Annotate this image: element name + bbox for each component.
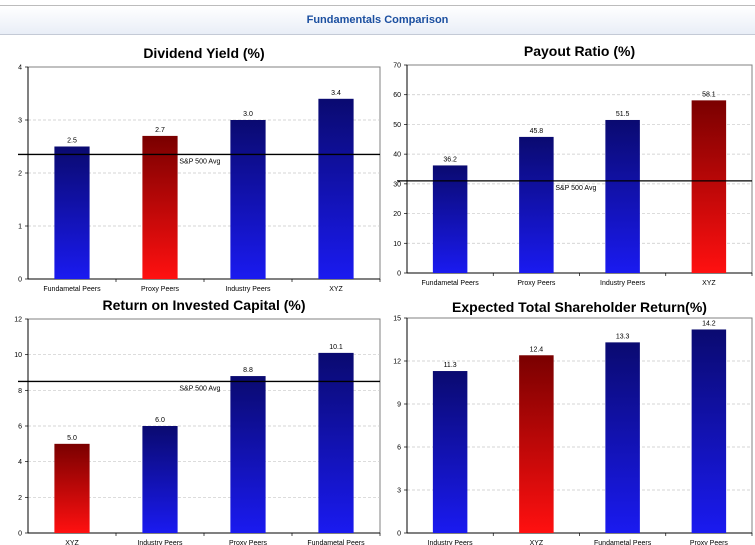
y-tick-label: 1 [18,224,22,231]
data-label: 5.0 [67,435,77,442]
chart-title: Payout Ratio (%) [524,43,635,59]
bar-fundametal-peers [605,342,640,533]
chart-title: Dividend Yield (%) [143,45,264,61]
data-label: 3.4 [331,90,341,97]
roic-chart: Return on Invested Capital (%) 0 2 4 6 8 10 12 5… [14,297,381,545]
y-tick-label: 60 [393,92,401,99]
chart-title: Return on Invested Capital (%) [102,297,305,313]
y-tick-label: 10 [393,241,401,248]
y-tick-label: 40 [393,152,401,159]
y-tick-label: 12 [393,359,401,366]
y-tick-label: 15 [393,316,401,323]
category-label: XYZ [702,280,716,287]
data-label: 13.3 [616,333,630,340]
category-label: Industry Peers [428,540,474,545]
y-tick-label: 4 [18,459,22,466]
data-label: 8.8 [243,367,253,374]
bar-industry-peers [230,120,266,279]
report-header: Fundamentals Comparison [0,6,755,35]
category-label: Proxy Peers [690,540,729,545]
y-tick-label: 70 [393,63,401,70]
bar-proxy-peers [230,376,266,533]
data-label: 2.7 [155,127,165,134]
category-label: Proxy Peers [517,280,556,287]
category-label: XYZ [329,286,343,293]
category-label: Industry Peers [600,280,646,287]
y-tick-label: 0 [18,277,22,284]
bar-fundametal-peers [318,352,354,533]
bar-industry-peers [142,426,178,533]
category-label: Fundametal Peers [307,540,365,545]
y-tick-label: 50 [393,122,401,129]
y-tick-label: 9 [397,402,401,409]
dividend-yield-chart: Dividend Yield (%) 0 1 2 3 4 2.5 Fundametal Pee… [18,45,381,293]
y-tick-label: 2 [18,171,22,178]
bar-fundametal-peers [54,146,90,279]
report-title: Fundamentals Comparison [306,14,449,26]
bar-xyz [54,443,90,533]
category-label: Fundametal Peers [422,280,480,287]
y-tick-label: 6 [397,445,401,452]
category-label: Fundametal Peers [594,540,652,545]
bar-proxy-peers [519,136,554,273]
bar-xyz [691,100,727,273]
data-label: 58.1 [702,91,716,98]
bar-industry-peers [432,371,468,533]
category-label: XYZ [530,540,544,545]
bar-fundametal-peers [432,165,468,273]
category-label: Industry Peers [225,286,271,293]
y-tick-label: 8 [18,388,22,395]
y-tick-label: 3 [397,488,401,495]
bar-proxy-peers [142,135,178,279]
category-label: Fundametal Peers [43,286,101,293]
data-label: 2.5 [67,138,77,145]
data-label: 11.3 [444,362,457,369]
bar-industry-peers [605,119,640,273]
bar-xyz [318,98,354,279]
category-label: Industry Peers [137,540,183,545]
data-label: 12.4 [530,346,544,353]
payout-ratio-chart: Payout Ratio (%) 0 10 20 30 40 50 60 70 36.2 Funda… [393,43,753,287]
y-tick-label: 6 [18,424,22,431]
expected-tsr-chart: Expected Total Shareholder Return(%) 0 3 6 9… [393,299,753,545]
y-tick-label: 0 [397,531,401,538]
y-tick-label: 12 [14,317,22,324]
data-label: 10.1 [329,344,343,351]
data-label: 3.0 [243,111,253,118]
y-tick-label: 10 [14,352,22,359]
data-label: 36.2 [443,156,457,163]
y-tick-label: 30 [393,181,401,188]
sp500-avg-label: S&P 500 Avg [179,385,220,392]
chart-title: Expected Total Shareholder Return(%) [452,299,707,315]
y-tick-label: 0 [18,531,22,538]
data-label: 51.5 [616,111,630,118]
window-top-edge [0,0,755,6]
data-label: 45.8 [530,128,544,135]
data-label: 14.2 [702,320,716,327]
y-tick-label: 4 [18,65,22,72]
y-tick-label: 2 [18,495,22,502]
y-tick-label: 0 [397,271,401,278]
data-label: 6.0 [155,417,165,424]
bar-xyz [519,355,554,533]
y-tick-label: 20 [393,211,401,218]
sp500-avg-label: S&P 500 Avg [179,158,220,165]
category-label: XYZ [65,540,79,545]
bar-proxy-peers [691,329,727,533]
sp500-avg-label: S&P 500 Avg [555,185,596,192]
y-tick-label: 3 [18,118,22,125]
category-label: Proxy Peers [141,286,180,293]
category-label: Proxy Peers [229,540,268,545]
